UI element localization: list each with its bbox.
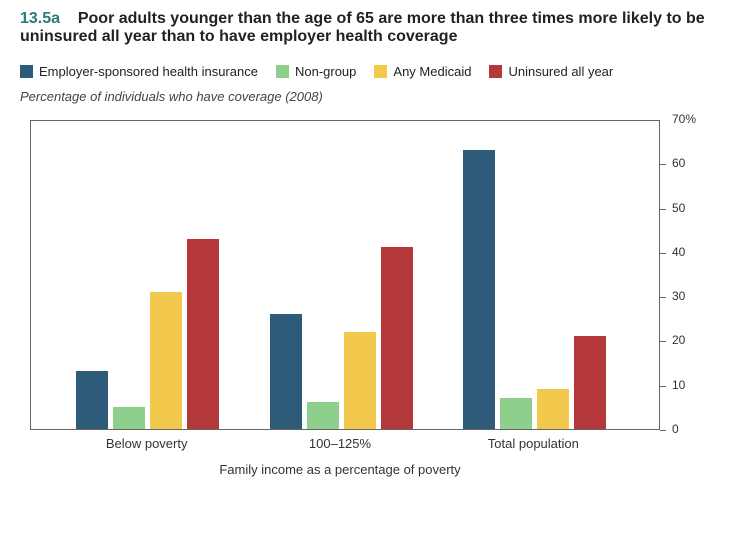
legend-swatch — [489, 65, 502, 78]
title-text: Poor adults younger than the age of 65 a… — [20, 10, 705, 45]
chart-title: 13.5a Poor adults younger than the age o… — [20, 10, 720, 46]
legend-swatch — [374, 65, 387, 78]
y-tick-label: 0 — [672, 422, 679, 436]
bar — [574, 336, 606, 429]
bar — [500, 398, 532, 429]
y-tick-label: 40 — [672, 245, 685, 259]
y-tick — [660, 297, 666, 298]
y-tick-label: 10 — [672, 378, 685, 392]
legend-item: Employer-sponsored health insurance — [20, 64, 258, 79]
x-tick-label: Below poverty — [67, 436, 227, 451]
legend: Employer-sponsored health insurance Non-g… — [20, 64, 720, 79]
y-tick-label: 60 — [672, 156, 685, 170]
bar — [113, 407, 145, 429]
x-tick-label: 100–125% — [260, 436, 420, 451]
bar — [187, 239, 219, 429]
legend-label: Uninsured all year — [508, 64, 613, 79]
legend-swatch — [276, 65, 289, 78]
x-axis-title: Family income as a percentage of poverty — [20, 462, 660, 477]
y-tick — [660, 253, 666, 254]
x-tick-label: Total population — [453, 436, 613, 451]
y-tick — [660, 386, 666, 387]
y-tick-label: 20 — [672, 333, 685, 347]
bar — [344, 332, 376, 429]
bar — [307, 402, 339, 429]
legend-swatch — [20, 65, 33, 78]
y-tick — [660, 430, 666, 431]
y-tick — [660, 341, 666, 342]
legend-item: Any Medicaid — [374, 64, 471, 79]
bar — [381, 247, 413, 429]
bar — [150, 292, 182, 429]
bar — [537, 389, 569, 429]
y-tick-label: 50 — [672, 201, 685, 215]
y-tick-label: 30 — [672, 289, 685, 303]
chart: 0 10 20 30 40 50 60 70% Below poverty 100–125% To… — [20, 110, 720, 460]
y-tick-label: 70% — [672, 112, 696, 126]
legend-item: Non-group — [276, 64, 356, 79]
bar — [76, 371, 108, 429]
y-tick — [660, 209, 666, 210]
legend-label: Non-group — [295, 64, 356, 79]
bar — [270, 314, 302, 429]
plot-area — [30, 120, 660, 430]
legend-item: Uninsured all year — [489, 64, 613, 79]
chart-subtitle: Percentage of individuals who have cover… — [20, 89, 720, 104]
legend-label: Any Medicaid — [393, 64, 471, 79]
bar — [463, 150, 495, 429]
legend-label: Employer-sponsored health insurance — [39, 64, 258, 79]
y-tick — [660, 164, 666, 165]
figure-number: 13.5a — [20, 10, 60, 27]
